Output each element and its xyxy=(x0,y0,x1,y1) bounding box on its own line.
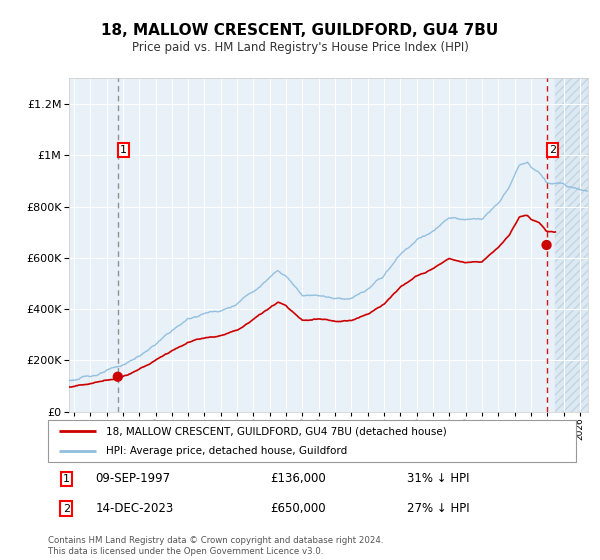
Point xyxy=(542,241,551,250)
FancyBboxPatch shape xyxy=(48,420,576,462)
Text: 09-SEP-1997: 09-SEP-1997 xyxy=(95,473,170,486)
Text: HPI: Average price, detached house, Guildford: HPI: Average price, detached house, Guil… xyxy=(106,446,347,456)
Text: 31% ↓ HPI: 31% ↓ HPI xyxy=(407,473,470,486)
Text: 1: 1 xyxy=(120,145,127,155)
Text: 14-DEC-2023: 14-DEC-2023 xyxy=(95,502,174,515)
Text: 18, MALLOW CRESCENT, GUILDFORD, GU4 7BU: 18, MALLOW CRESCENT, GUILDFORD, GU4 7BU xyxy=(101,24,499,38)
Text: 2: 2 xyxy=(549,145,556,155)
Text: 2: 2 xyxy=(63,503,70,514)
Text: £650,000: £650,000 xyxy=(270,502,325,515)
Text: Contains HM Land Registry data © Crown copyright and database right 2024.
This d: Contains HM Land Registry data © Crown c… xyxy=(48,536,383,556)
Bar xyxy=(556,78,588,412)
Text: 27% ↓ HPI: 27% ↓ HPI xyxy=(407,502,470,515)
Text: 18, MALLOW CRESCENT, GUILDFORD, GU4 7BU (detached house): 18, MALLOW CRESCENT, GUILDFORD, GU4 7BU … xyxy=(106,426,447,436)
Text: 1: 1 xyxy=(63,474,70,484)
Text: £136,000: £136,000 xyxy=(270,473,326,486)
Text: Price paid vs. HM Land Registry's House Price Index (HPI): Price paid vs. HM Land Registry's House … xyxy=(131,41,469,54)
Point xyxy=(113,372,122,381)
Bar xyxy=(556,78,588,412)
